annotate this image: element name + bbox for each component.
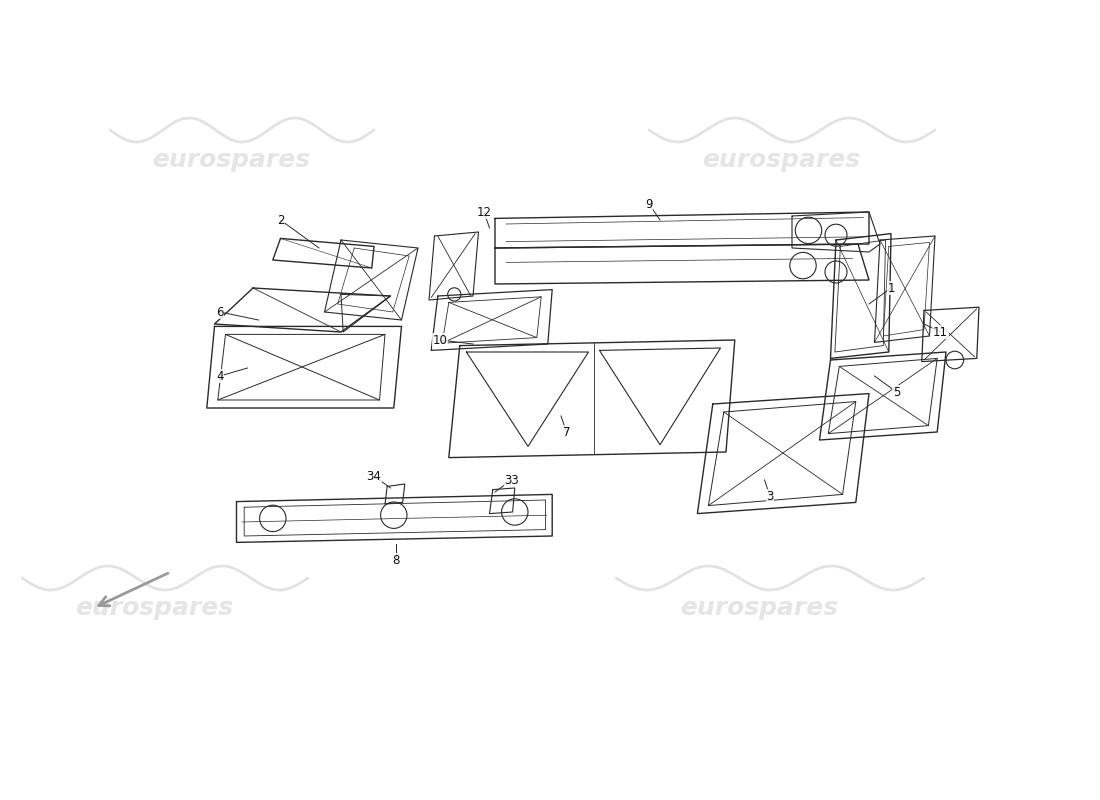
Polygon shape bbox=[324, 240, 418, 320]
Polygon shape bbox=[429, 232, 478, 300]
Polygon shape bbox=[820, 352, 946, 440]
Text: 12: 12 bbox=[476, 206, 492, 218]
Polygon shape bbox=[830, 234, 891, 358]
Text: 1: 1 bbox=[888, 282, 894, 294]
Text: 5: 5 bbox=[893, 386, 900, 398]
Polygon shape bbox=[449, 340, 735, 458]
Text: 3: 3 bbox=[767, 490, 773, 502]
Text: eurospares: eurospares bbox=[680, 596, 838, 620]
Polygon shape bbox=[273, 238, 374, 268]
Polygon shape bbox=[385, 484, 405, 504]
Text: 8: 8 bbox=[393, 554, 399, 566]
Polygon shape bbox=[490, 488, 515, 514]
Polygon shape bbox=[431, 290, 552, 350]
Text: 34: 34 bbox=[366, 470, 382, 482]
Polygon shape bbox=[214, 288, 390, 332]
Text: eurospares: eurospares bbox=[75, 596, 233, 620]
Polygon shape bbox=[922, 307, 979, 362]
Polygon shape bbox=[495, 244, 869, 284]
Polygon shape bbox=[236, 494, 552, 542]
Text: 33: 33 bbox=[504, 474, 519, 486]
Text: 4: 4 bbox=[217, 370, 223, 382]
Text: 7: 7 bbox=[563, 426, 570, 438]
Text: 9: 9 bbox=[646, 198, 652, 210]
Text: 2: 2 bbox=[277, 214, 284, 226]
Polygon shape bbox=[207, 326, 402, 408]
Polygon shape bbox=[874, 236, 935, 342]
Polygon shape bbox=[697, 394, 869, 514]
Polygon shape bbox=[495, 212, 869, 248]
Text: 6: 6 bbox=[217, 306, 223, 318]
Text: 11: 11 bbox=[933, 326, 948, 338]
Text: eurospares: eurospares bbox=[152, 148, 310, 172]
Polygon shape bbox=[792, 212, 880, 252]
Text: eurospares: eurospares bbox=[702, 148, 860, 172]
Text: 10: 10 bbox=[432, 334, 448, 346]
